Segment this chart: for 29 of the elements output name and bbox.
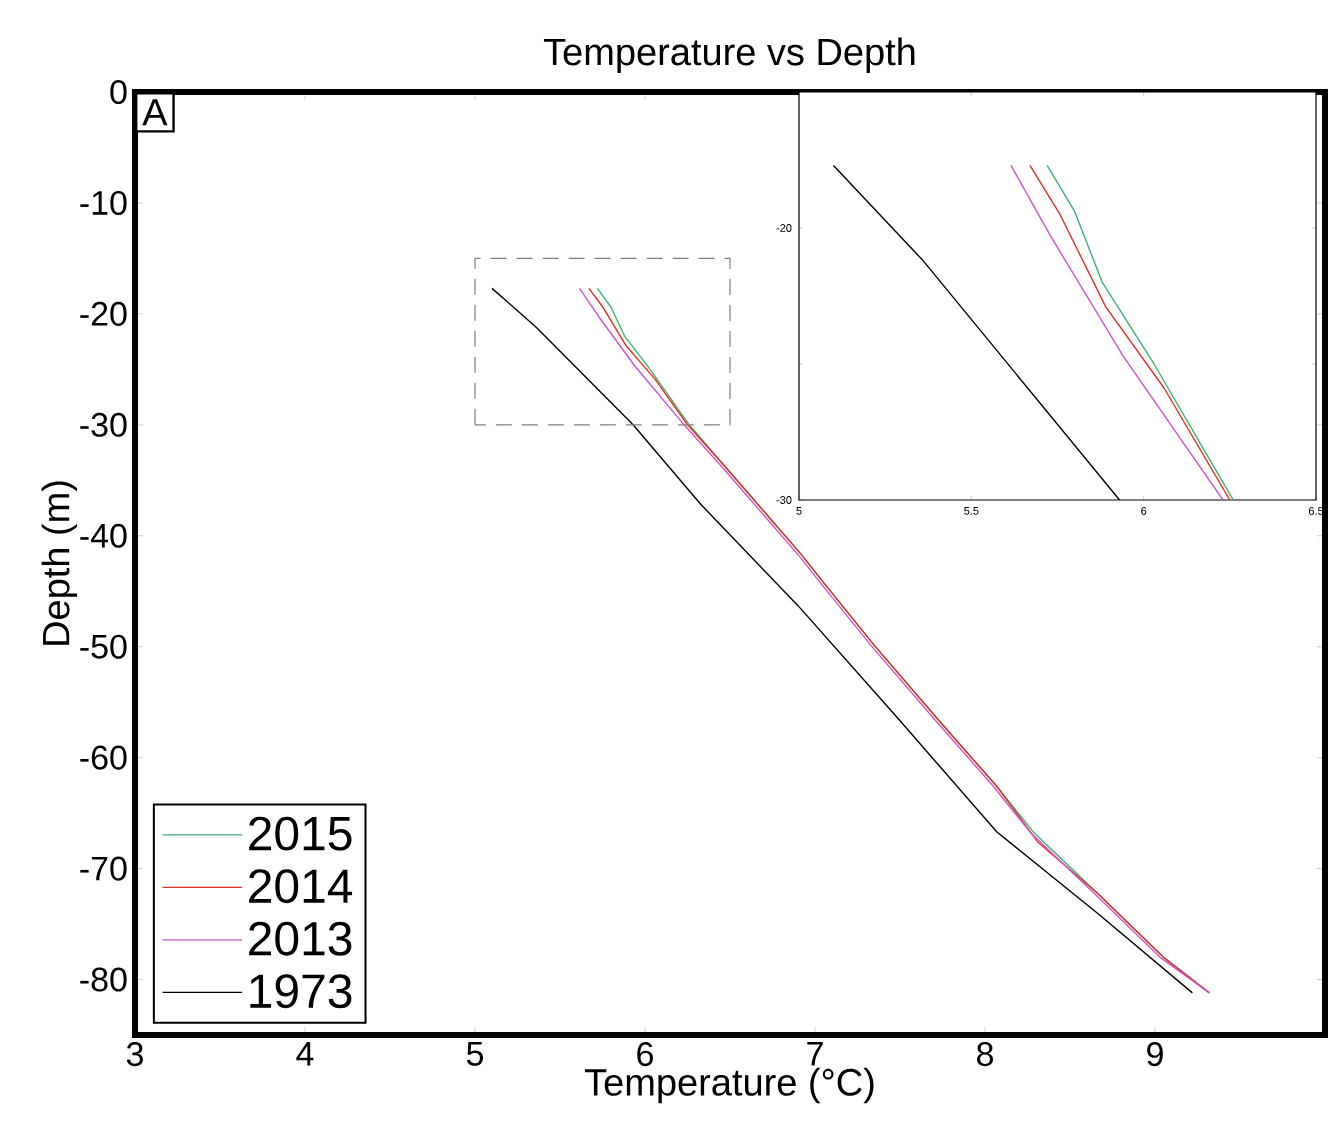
y-tick-label: -30 xyxy=(776,496,792,504)
x-tick-label: 7 xyxy=(807,1042,823,1066)
y-axis-title: Depth (m) xyxy=(41,481,78,645)
x-tick-label: 8 xyxy=(977,1042,993,1067)
y-tick-label: -60 xyxy=(80,745,127,770)
y-tick-label: -10 xyxy=(80,190,127,215)
y-tick-label: -20 xyxy=(776,224,792,232)
annotation: A xyxy=(142,99,168,126)
x-tick-label: 6 xyxy=(1141,507,1147,515)
chart-title: Temperature vs Depth xyxy=(543,37,915,73)
x-tick-label: 9 xyxy=(1147,1042,1163,1067)
x-tick-label: 5.5 xyxy=(964,507,979,515)
x-axis-title: Temperature (°C) xyxy=(584,1067,874,1104)
x-tick-label: 4 xyxy=(296,1042,314,1066)
y-tick-label: -80 xyxy=(80,967,127,992)
y-tick-label: -20 xyxy=(80,301,127,326)
y-tick-label: -40 xyxy=(80,523,127,548)
y-tick-label: -30 xyxy=(80,412,127,437)
y-tick-label: -50 xyxy=(80,634,127,659)
legend-label: 2013 xyxy=(249,921,352,956)
x-tick-label: 6 xyxy=(637,1042,653,1067)
x-tick-label: 5 xyxy=(796,507,802,515)
x-tick-label: 3 xyxy=(126,1042,143,1067)
legend-label: 1973 xyxy=(250,974,352,1009)
legend-label: 2014 xyxy=(249,869,353,904)
legend-label: 2015 xyxy=(249,816,352,851)
y-tick-label: -70 xyxy=(80,856,127,881)
y-tick-label: 0 xyxy=(110,79,127,105)
x-tick-label: 5 xyxy=(466,1042,484,1066)
